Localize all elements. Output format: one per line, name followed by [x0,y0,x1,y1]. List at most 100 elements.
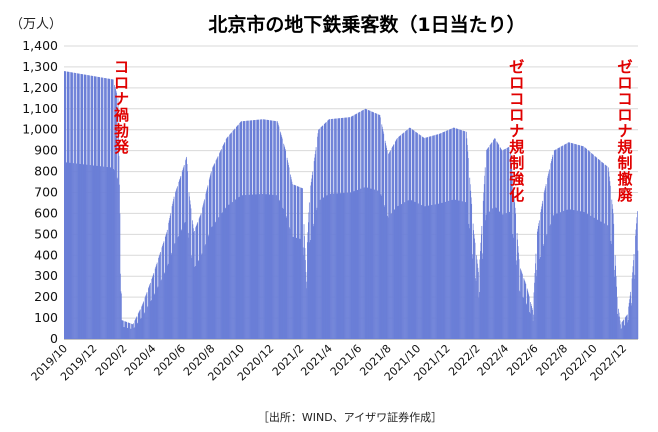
bar [549,169,550,339]
bar [488,147,489,339]
bar [483,192,485,339]
bar [511,174,513,339]
bar [278,124,279,339]
bar [395,140,397,339]
bar [257,119,258,339]
bar [537,228,539,339]
bar [127,328,129,339]
bar [158,258,159,339]
bar [426,137,428,339]
bar [611,199,613,339]
bar [466,144,468,339]
bar [372,112,374,339]
bar [393,144,395,339]
annotation-char: ロ [114,74,129,92]
bar [609,185,611,339]
bar [137,322,139,339]
bar [410,128,412,339]
bar [433,135,434,339]
bar [570,209,572,339]
bar [302,247,304,339]
bar [171,206,173,339]
bar [408,200,409,339]
bar [261,119,263,339]
bar [111,79,113,340]
bar [360,188,362,339]
bar [433,135,435,339]
bar [286,217,287,339]
bar [478,297,480,339]
bar [596,219,598,339]
bar [466,138,468,339]
annotation-char: 制 [509,154,524,172]
annotation-char: ナ [617,122,632,140]
bar [616,297,618,339]
bar [189,200,191,339]
bar [226,138,228,339]
bar [327,120,329,339]
bar [78,73,79,340]
bar [544,188,546,339]
bar [171,252,172,339]
bar [558,147,560,339]
y-tick-label: 1,300 [22,59,58,74]
bar [258,119,259,339]
bar [403,132,404,339]
bar [448,200,450,339]
bar [388,153,390,339]
bar [316,210,317,339]
bar [500,148,502,339]
bar [317,133,319,339]
bar [89,75,90,340]
bar [285,216,287,339]
bar [461,130,462,339]
bar [532,321,534,339]
bar [84,74,86,340]
bar [321,126,323,339]
bar [427,205,429,339]
bar [219,153,220,339]
bar [308,222,309,339]
bar [277,121,278,339]
bar [263,119,264,339]
bar [207,187,208,339]
bar [213,165,215,339]
bar [469,184,471,339]
bar [318,129,319,339]
bar [234,129,235,339]
bar [453,127,455,340]
bar [539,258,541,339]
bar [446,130,448,339]
bar [279,131,281,339]
bar [510,163,512,339]
bar [421,205,422,339]
bar [489,211,490,339]
bar [310,185,312,339]
bar [165,233,167,339]
bar [206,189,208,339]
bar [571,143,573,339]
bar [138,311,140,339]
bar [608,171,610,339]
bar [92,75,93,340]
bar [547,175,549,339]
bar [528,294,530,339]
bar [622,320,624,339]
bar [637,211,638,339]
bar [156,264,158,339]
bar [495,207,497,339]
bar [215,221,216,339]
annotation-char: ロ [509,106,524,124]
bar [535,253,537,339]
bar [619,316,620,339]
bar [348,117,350,339]
bar [361,110,363,340]
bar [529,312,531,339]
bar [408,128,410,339]
bar [169,218,171,339]
bar [506,213,507,339]
bar [241,121,243,339]
bar [93,165,95,339]
bar [336,193,338,339]
bar [326,195,328,339]
